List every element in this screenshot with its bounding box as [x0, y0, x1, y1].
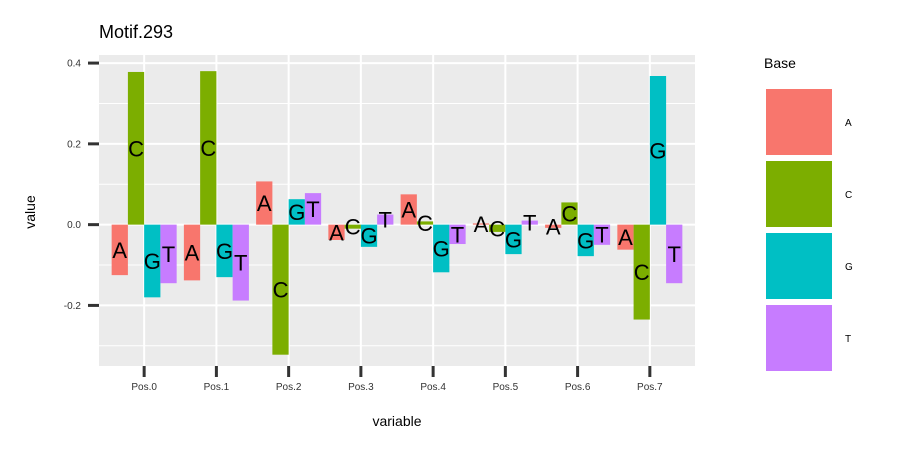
- bar-Pos.2-A: [256, 181, 273, 225]
- bar-label-Pos.7-A: A: [618, 225, 633, 250]
- legend: Base A C G T: [764, 55, 853, 371]
- bar-Pos.7-A: [617, 224, 634, 250]
- bar-Pos.2-C: [272, 224, 289, 355]
- bar-label-Pos.0-G: G: [144, 249, 161, 274]
- bar-label-Pos.5-A: A: [474, 212, 489, 237]
- legend-label-G: G: [845, 262, 853, 273]
- bar-Pos.2-G: [288, 199, 305, 225]
- bar-Pos.5-A: [472, 223, 490, 225]
- legend-key-C: [766, 161, 832, 227]
- x-tick-label: Pos.2: [276, 382, 302, 393]
- x-tick-label: Pos.0: [131, 382, 157, 393]
- legend-title: Base: [764, 55, 796, 71]
- bar-Pos.2-T: [304, 193, 322, 225]
- bar-Pos.4-T: [449, 224, 466, 245]
- legend-key-G: [766, 233, 832, 299]
- bar-Pos.6-A: [545, 224, 562, 228]
- plot-panel: [99, 55, 695, 366]
- legend-label-C: C: [845, 190, 852, 201]
- bar-Pos.0-G: [144, 224, 161, 298]
- bar-Pos.0-C: [127, 71, 145, 225]
- bar-label-Pos.0-A: A: [112, 238, 127, 263]
- bar-Pos.3-A: [328, 224, 345, 240]
- bar-label-Pos.4-T: T: [451, 222, 464, 247]
- x-tick-label: Pos.6: [565, 382, 591, 393]
- bar-label-Pos.7-C: C: [634, 260, 650, 285]
- bar-label-Pos.0-C: C: [128, 136, 144, 161]
- bar-Pos.4-A: [400, 194, 417, 225]
- bar-label-Pos.4-G: G: [433, 236, 450, 261]
- bar-label-Pos.1-C: C: [200, 136, 216, 161]
- grid-lines: [99, 55, 695, 366]
- bar-label-Pos.1-T: T: [234, 251, 247, 276]
- legend-key-A: [766, 89, 832, 155]
- y-axis-label: value: [22, 195, 38, 229]
- legend-label-A: A: [845, 118, 852, 129]
- bar-Pos.0-A: [111, 224, 128, 276]
- y-tick-label: -0.2: [64, 301, 82, 312]
- bar-Pos.3-C: [344, 224, 361, 229]
- x-tick-label: Pos.4: [420, 382, 446, 393]
- bar-Pos.4-C: [416, 221, 434, 225]
- bar-Pos.0-T: [160, 224, 177, 284]
- x-tick-label: Pos.5: [493, 382, 519, 393]
- bar-Pos.7-C: [633, 224, 650, 320]
- bar-label-Pos.3-C: C: [345, 215, 361, 240]
- bar-label-Pos.1-G: G: [216, 239, 233, 264]
- bar-Pos.6-T: [593, 224, 611, 245]
- legend-label-T: T: [845, 334, 851, 345]
- bar-label-Pos.5-T: T: [523, 211, 536, 236]
- bar-label-Pos.2-T: T: [306, 197, 319, 222]
- bar-label-Pos.7-T: T: [668, 242, 681, 267]
- bar-label-Pos.3-G: G: [360, 224, 377, 249]
- bar-label-Pos.5-G: G: [505, 227, 522, 252]
- bar-label-Pos.2-A: A: [257, 191, 272, 216]
- bar-Pos.5-T: [521, 220, 538, 225]
- bar-label-Pos.2-C: C: [273, 278, 289, 303]
- bar-label-Pos.0-T: T: [162, 242, 175, 267]
- bar-Pos.7-T: [666, 224, 683, 284]
- bar-Pos.4-G: [433, 224, 450, 273]
- bar-label-Pos.6-C: C: [562, 202, 578, 227]
- bar-Pos.6-C: [561, 202, 578, 225]
- bar-Pos.1-T: [232, 224, 249, 301]
- bar-label-Pos.5-C: C: [489, 216, 505, 241]
- bar-Pos.1-G: [216, 224, 233, 278]
- bar-label-Pos.6-A: A: [546, 214, 561, 239]
- bar-Pos.1-A: [183, 224, 201, 281]
- bar-label-Pos.3-T: T: [379, 208, 392, 233]
- axes: 0.4 0.2 0.0 -0.2 Pos.0 Pos.1 Pos.2 Pos.3 Pos.4 Po…: [64, 59, 663, 393]
- bar-label-Pos.4-C: C: [417, 211, 433, 236]
- y-tick-label: 0.4: [67, 59, 81, 70]
- x-axis-label: variable: [372, 413, 421, 429]
- bar-Pos.1-C: [200, 71, 217, 225]
- bar-label-Pos.1-A: A: [185, 241, 200, 266]
- bar-label-Pos.7-G: G: [649, 138, 666, 163]
- bar-label-Pos.2-G: G: [288, 200, 305, 225]
- x-tick-label: Pos.1: [204, 382, 230, 393]
- x-tick-label: Pos.3: [348, 382, 374, 393]
- y-tick-label: 0.0: [67, 220, 81, 231]
- bar-label-Pos.4-A: A: [401, 197, 416, 222]
- bar-Pos.5-G: [505, 224, 522, 255]
- bar-label-Pos.3-A: A: [329, 220, 344, 245]
- bar-label-Pos.6-T: T: [595, 223, 608, 248]
- chart-title: Motif.293: [99, 22, 173, 42]
- x-tick-label: Pos.7: [637, 382, 663, 393]
- legend-key-T: [766, 305, 832, 371]
- bar-Pos.7-G: [649, 76, 667, 225]
- y-tick-label: 0.2: [67, 139, 81, 150]
- bar-Pos.3-T: [377, 214, 394, 225]
- bar-Pos.5-C: [489, 224, 506, 232]
- bar-Pos.3-G: [360, 224, 378, 247]
- bar-label-Pos.6-G: G: [577, 228, 594, 253]
- bar-Pos.6-G: [577, 224, 594, 257]
